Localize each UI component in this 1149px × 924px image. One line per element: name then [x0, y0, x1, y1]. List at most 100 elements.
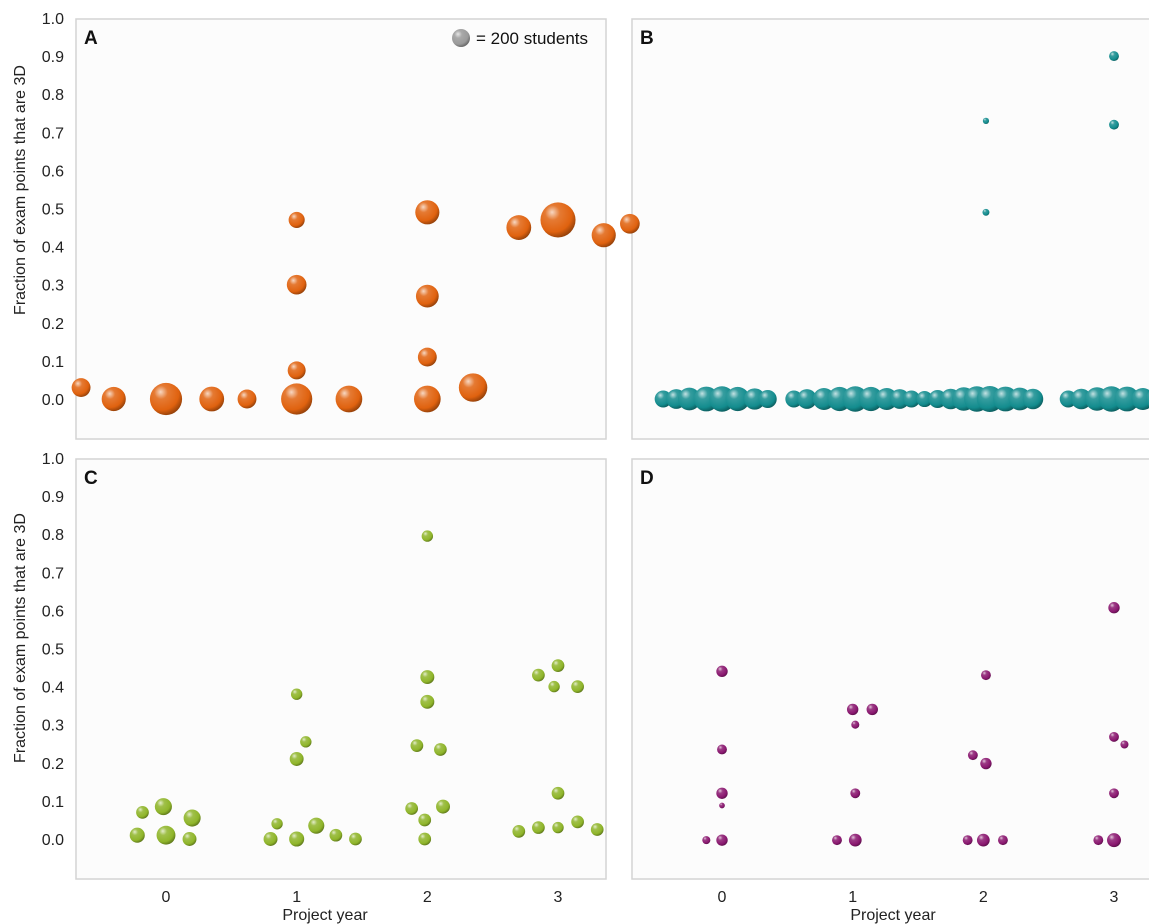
panel-C-bubble [590, 823, 604, 836]
x-axis-label-right: Project year [850, 907, 936, 924]
panel-C-bubble [418, 813, 432, 827]
panel-C-bubble [552, 821, 564, 834]
y-tick-label: 0.4 [42, 680, 64, 697]
y-axis-label-bottom: Fraction of exam points that are 3D [12, 513, 29, 763]
panel-A-bubble [620, 213, 640, 234]
panel-A-bubble [415, 200, 440, 225]
panel-C-bubble [329, 828, 343, 842]
panel-A-bubble [415, 284, 439, 308]
y-tick-label: 0.3 [42, 718, 64, 735]
panel-B-bubble [1131, 387, 1149, 411]
x-tick-label: 3 [1110, 889, 1119, 906]
panel-D-bubble [851, 720, 860, 729]
x-axis-label-left: Project year [282, 907, 368, 924]
x-tick-label: 2 [423, 889, 432, 906]
panel-B-bubble [982, 117, 990, 124]
panel-C-bubble [156, 825, 176, 845]
panel-A-bubble [199, 386, 225, 412]
panel-A-letter: A [84, 28, 98, 49]
panel-A-bubble [591, 223, 616, 248]
panel-D-bubble [717, 744, 727, 755]
y-tick-label: 0.9 [42, 49, 64, 66]
y-tick-label: 0.6 [42, 603, 64, 620]
y-tick-label: 0.4 [42, 240, 64, 257]
panel-C-bubble [420, 694, 435, 709]
y-tick-label: 0.7 [42, 125, 64, 142]
panel-D-bubble [719, 802, 725, 809]
panel-D-bubble [980, 757, 992, 770]
panel-D-bubble [1107, 833, 1121, 848]
panel-D-bubble [850, 788, 861, 799]
legend-label: = 200 students [476, 29, 588, 48]
panel-A-bubble [237, 389, 257, 409]
panel-C-bubble [512, 825, 526, 838]
panel-A-bubble [288, 211, 305, 228]
panel-B-frame [631, 18, 1149, 440]
panel-D-bubble [702, 836, 711, 845]
x-tick-label: 1 [848, 889, 857, 906]
x-tick-label: 0 [718, 889, 727, 906]
panel-B-bubble [916, 390, 933, 408]
size-legend: = 200 students [452, 29, 588, 48]
y-tick-label: 0.8 [42, 87, 64, 104]
panel-D-bubble [1109, 731, 1119, 742]
panel-B-bubble [1145, 391, 1149, 407]
panel-D-bubble [1120, 740, 1129, 749]
y-tick-label: 0.9 [42, 489, 64, 506]
panel-C-frame [75, 458, 607, 880]
panel-D-bubble [716, 787, 728, 799]
panel-A-bubble [417, 347, 437, 367]
y-tick-label: 0.3 [42, 278, 64, 295]
y-tick-label: 0.8 [42, 527, 64, 544]
y-tick-label: 1.0 [42, 11, 64, 28]
y-tick-label: 0.6 [42, 163, 64, 180]
panel-C-bubble [551, 659, 565, 673]
y-tick-label: 0.0 [42, 832, 64, 849]
panel-D-bubble [848, 833, 862, 847]
x-tick-label: 0 [162, 889, 171, 906]
panel-C-bubble [571, 680, 584, 693]
panel-B-bubble [758, 390, 777, 408]
panel-B-letter: B [640, 28, 654, 49]
panel-B-bubble [677, 387, 701, 411]
panel-C-bubble [263, 832, 278, 846]
panel-C-bubble [532, 668, 545, 682]
panel-B-bubble [1109, 51, 1119, 62]
panel-D-bubble [962, 835, 973, 846]
panel-D-bubble [976, 833, 990, 847]
panel-C-bubble [271, 818, 283, 830]
y-tick-label: 0.1 [42, 354, 64, 371]
panel-D-bubble [1093, 835, 1104, 846]
tick-labels: 1.0 0.9 0.8 0.7 0.6 0.5 0.4 0.3 0.2 0.1 0.0 1.0 0.9 0… [42, 11, 1119, 906]
panel-A-bubble [540, 202, 576, 238]
panel-C-bubble [551, 786, 565, 800]
panel-A-bubble [101, 386, 126, 412]
y-tick-label: 0.2 [42, 316, 64, 333]
panel-C-bubble [183, 809, 201, 827]
panel-C-bubble [436, 799, 450, 814]
panel-D-bubble [716, 834, 728, 846]
panel-C-bubble [532, 821, 545, 834]
panel-A-bubble [335, 385, 363, 413]
y-axis-label-top: Fraction of exam points that are 3D [12, 65, 29, 315]
panel-B-bubble [1022, 388, 1044, 410]
panel-C-bubble [418, 832, 432, 846]
panel-B-bubble [902, 390, 921, 408]
panel-A-bubble [149, 382, 183, 416]
panel-A-bubble [71, 378, 91, 398]
panel-B-bubble [1109, 119, 1119, 130]
panel-D-letter: D [640, 468, 654, 489]
y-tick-label: 0.5 [42, 642, 64, 659]
panel-C-bubble [300, 736, 312, 748]
panel-D-frame [631, 458, 1149, 880]
panel-B-bubble [1114, 386, 1140, 412]
y-tick-label: 0.5 [42, 202, 64, 219]
panel-C-bubble [290, 688, 303, 700]
panel-D-bubble [866, 703, 878, 716]
panel-C-bubble [154, 798, 172, 816]
y-tick-label: 0.7 [42, 565, 64, 582]
panel-D-bubble [1109, 788, 1119, 799]
x-tick-label: 3 [554, 889, 563, 906]
panel-A-bubble [287, 361, 306, 380]
panel-C-bubble [434, 743, 447, 756]
